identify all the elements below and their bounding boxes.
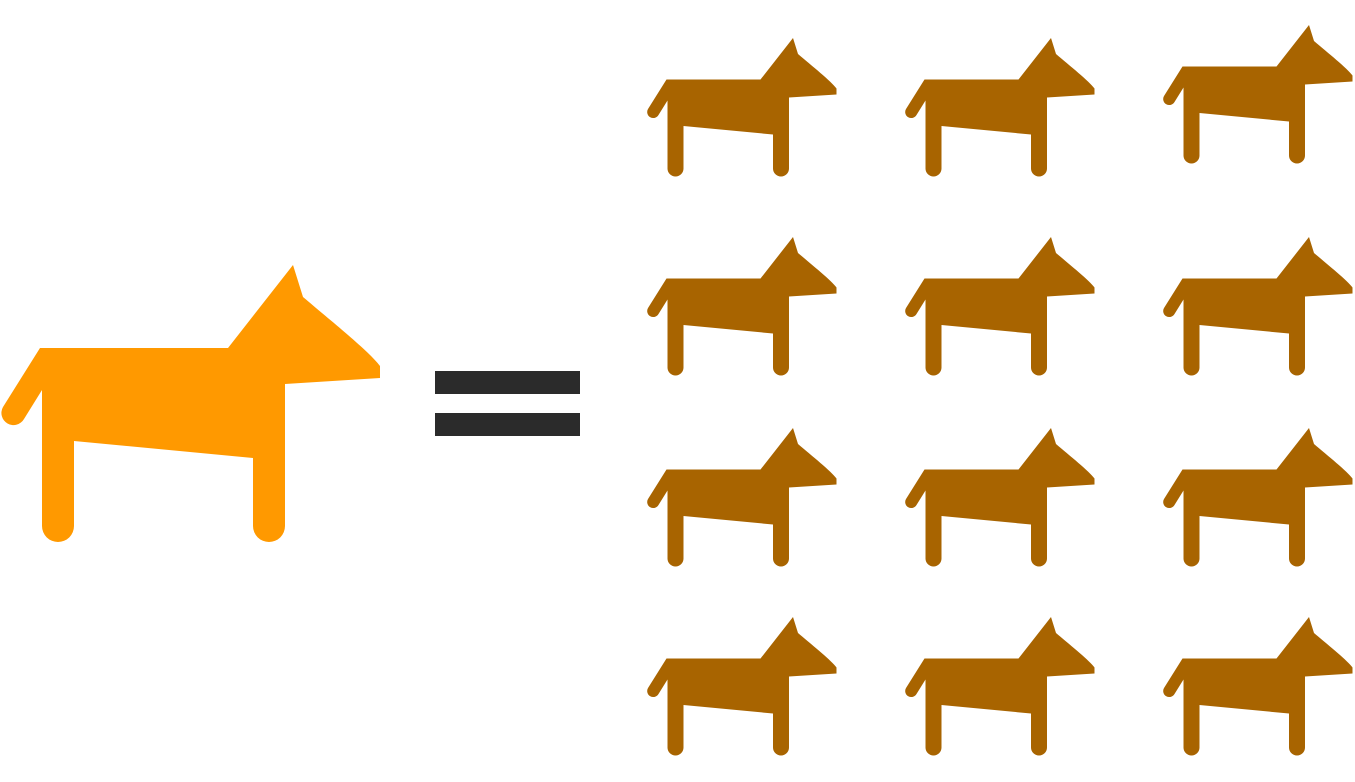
small-horse-icon	[647, 428, 837, 567]
small-horse-icon	[1163, 237, 1353, 376]
equals-icon-bottom-bar	[435, 413, 580, 436]
equals-sign	[435, 371, 580, 436]
small-horse-icon	[647, 617, 837, 756]
small-horse-icon	[647, 237, 837, 376]
small-horse-icon	[905, 428, 1095, 567]
small-horse-icon	[647, 38, 837, 177]
small-horse-icon	[1163, 25, 1353, 164]
small-horse-icon	[1163, 617, 1353, 756]
small-horse-icon	[905, 617, 1095, 756]
small-horse-icon	[905, 237, 1095, 376]
small-horse-icon	[905, 38, 1095, 177]
equals-icon-top-bar	[435, 371, 580, 394]
small-horse-grid	[647, 25, 1353, 756]
small-horse-icon	[1163, 428, 1353, 567]
single-large-horse	[1, 265, 381, 542]
large-horse-icon	[1, 265, 381, 542]
